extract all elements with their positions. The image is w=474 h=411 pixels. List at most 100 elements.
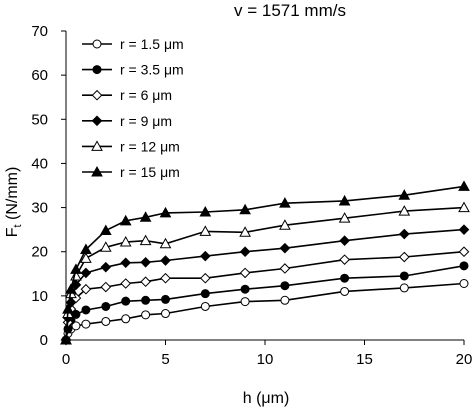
- legend-label: r = 12 μm: [120, 138, 180, 154]
- y-tick-label: 50: [31, 111, 48, 128]
- legend-item-1: r = 1.5 μm: [82, 36, 184, 52]
- data-point-triangle: [239, 226, 251, 237]
- y-tick-label: 70: [31, 23, 48, 40]
- data-point-diamond: [120, 278, 132, 289]
- data-point-triangle: [91, 165, 103, 177]
- data-point-circle: [459, 278, 469, 288]
- data-point-diamond: [339, 235, 350, 246]
- data-point-circle: [92, 39, 102, 49]
- x-tick-label: 10: [257, 351, 274, 368]
- data-point-diamond: [160, 255, 171, 266]
- y-axis-title-main: F: [4, 227, 21, 237]
- y-tick-label: 10: [31, 288, 48, 305]
- y-axis-title-subscript: t: [12, 224, 24, 227]
- data-point-triangle: [139, 234, 152, 246]
- data-point-circle: [71, 309, 81, 319]
- data-point-circle: [399, 271, 409, 281]
- data-point-triangle: [62, 303, 74, 314]
- data-point-circle: [101, 301, 111, 311]
- y-tick-label: 30: [31, 200, 48, 217]
- data-point-triangle: [398, 205, 411, 216]
- legend-item-3: r = 6 μm: [82, 87, 172, 103]
- data-point-circle: [141, 295, 151, 305]
- data-point-diamond: [160, 272, 171, 284]
- data-point-triangle: [119, 235, 132, 247]
- data-point-diamond: [91, 115, 103, 127]
- data-point-triangle: [199, 205, 212, 217]
- data-point-diamond: [120, 257, 132, 269]
- data-point-circle: [280, 295, 290, 305]
- data-point-diamond: [91, 89, 103, 101]
- data-point-triangle: [60, 333, 72, 345]
- legend-item-5: r = 12 μm: [82, 138, 180, 154]
- legend-label: r = 15 μm: [120, 164, 180, 180]
- data-point-circle: [81, 319, 91, 329]
- data-point-diamond: [398, 251, 410, 263]
- data-point-triangle: [80, 243, 92, 255]
- data-point-triangle: [458, 180, 470, 191]
- data-point-circle: [121, 296, 131, 306]
- data-point-triangle: [70, 263, 82, 274]
- data-point-circle: [340, 273, 350, 283]
- data-point-circle: [200, 301, 210, 311]
- data-point-circle: [340, 286, 350, 296]
- data-point-triangle: [91, 140, 103, 151]
- data-point-triangle: [159, 206, 172, 218]
- data-point-triangle: [338, 194, 351, 206]
- data-point-diamond: [339, 254, 350, 265]
- data-point-triangle: [159, 237, 172, 249]
- data-point-diamond: [100, 281, 112, 293]
- chart-title: v = 1571 mm/s: [234, 1, 346, 20]
- data-point-triangle: [398, 189, 411, 200]
- data-point-diamond: [458, 224, 470, 235]
- data-point-circle: [101, 316, 111, 326]
- data-point-diamond: [239, 267, 251, 279]
- data-point-circle: [161, 294, 170, 304]
- x-tick-label: 0: [62, 351, 70, 368]
- data-point-triangle: [99, 224, 112, 236]
- data-point-triangle: [239, 203, 251, 215]
- legend-item-6: r = 15 μm: [82, 164, 180, 180]
- data-point-diamond: [398, 228, 410, 240]
- legend-label: r = 3.5 μm: [120, 62, 184, 78]
- data-point-circle: [459, 261, 469, 271]
- y-tick-label: 60: [31, 67, 48, 84]
- data-point-circle: [161, 309, 170, 319]
- y-axis-title-rest: (N/mm): [4, 167, 21, 225]
- data-point-triangle: [279, 197, 291, 208]
- x-tick-label: 15: [356, 351, 373, 368]
- data-point-circle: [121, 314, 131, 324]
- x-tick-label: 20: [456, 351, 473, 368]
- data-point-circle: [280, 281, 290, 291]
- legend: r = 1.5 μm r = 3.5 μm r = 6 μm r = 9 μm r = …: [82, 36, 184, 180]
- data-point-circle: [71, 321, 81, 331]
- legend-label: r = 1.5 μm: [120, 36, 184, 52]
- y-axis-title: Ft (N/mm): [4, 167, 24, 238]
- data-point-diamond: [239, 246, 251, 258]
- axes: 0 10 20 30 40 50 60 70 0 5 10 15 20: [31, 23, 472, 368]
- data-point-triangle: [338, 212, 351, 223]
- data-point-triangle: [119, 214, 132, 226]
- data-point-circle: [200, 289, 210, 299]
- data-point-diamond: [140, 257, 151, 268]
- legend-item-2: r = 3.5 μm: [82, 62, 184, 78]
- y-tick-label: 40: [31, 155, 48, 172]
- data-point-triangle: [199, 225, 212, 236]
- x-axis-title: h (μm): [243, 390, 290, 407]
- data-point-diamond: [279, 263, 291, 274]
- data-point-triangle: [99, 241, 112, 252]
- x-tick-label: 5: [161, 351, 169, 368]
- data-point-triangle: [65, 283, 77, 294]
- data-point-circle: [240, 297, 250, 307]
- data-point-diamond: [100, 261, 112, 273]
- data-point-diamond: [140, 276, 151, 288]
- series-layer: [60, 180, 470, 346]
- data-point-diamond: [279, 242, 291, 254]
- series-3: [60, 246, 470, 346]
- y-tick-label: 0: [40, 332, 48, 349]
- data-point-circle: [141, 310, 151, 320]
- data-point-circle: [240, 284, 250, 294]
- data-point-triangle: [458, 201, 470, 213]
